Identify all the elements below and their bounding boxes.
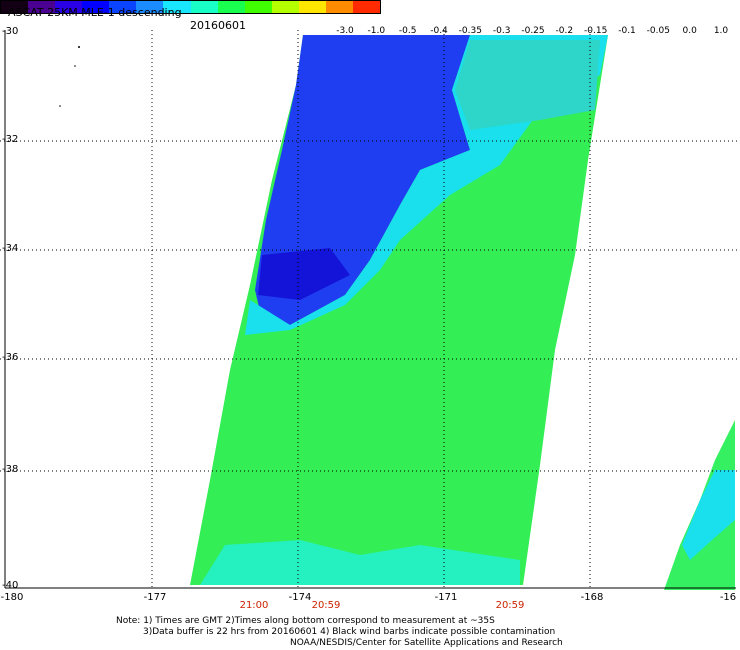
- lon-label: -171: [434, 592, 458, 603]
- colorbar-label: 0.0: [682, 26, 697, 36]
- colorbar-label: -0.2: [555, 26, 574, 36]
- colorbar-label: -0.05: [646, 26, 670, 36]
- colorbar-label: -1.0: [367, 26, 386, 36]
- note-line-1: Note: 1) Times are GMT 2)Times along bot…: [116, 616, 495, 626]
- colorbar-segment: [298, 1, 326, 13]
- swath-right-cyan: [682, 470, 735, 560]
- colorbar-segment: [1, 1, 29, 13]
- colorbar-segment: [353, 1, 381, 13]
- colorbar-label: 1.0: [713, 26, 729, 36]
- note-line-3: NOAA/NESDIS/Center for Satellite Applica…: [290, 638, 563, 648]
- colorbar-label: -0.35: [458, 26, 482, 36]
- lat-label: -32: [2, 134, 19, 145]
- lon-grid: [151, 30, 591, 588]
- colorbar-label: -3.0: [336, 26, 354, 36]
- colorbar-label: -0.4: [430, 26, 448, 36]
- swath-cyan-north: [455, 40, 600, 130]
- colorbar-label: -0.15: [584, 26, 608, 36]
- colorbar-label: -0.1: [618, 26, 636, 36]
- lat-grid: [0, 140, 740, 472]
- lon-label: -168: [580, 592, 604, 603]
- island-dot: [78, 46, 80, 48]
- colorbar-segment: [190, 1, 218, 13]
- colorbar-segment: [109, 1, 137, 13]
- colorbar-segment: [28, 1, 56, 13]
- colorbar-segment: [217, 1, 245, 13]
- date-label: 20160601: [190, 19, 246, 32]
- colorbar-segment: [82, 1, 110, 13]
- title: ASCAT 25KM MLE-1 descending: [8, 6, 182, 19]
- island-dot: [74, 65, 76, 67]
- colorbar-segment: [163, 1, 191, 13]
- lat-label: -40: [2, 580, 19, 591]
- colorbar-segment: [55, 1, 83, 13]
- time-label: 20:59: [311, 600, 341, 611]
- lat-label: -38: [2, 464, 19, 475]
- note-line-2: 3)Data buffer is 22 hrs from 20160601 4)…: [143, 627, 556, 637]
- colorbar-segment: [244, 1, 272, 13]
- lat-label: -36: [2, 352, 19, 363]
- colorbar-label: -0.5: [398, 26, 417, 36]
- colorbar: [0, 0, 381, 14]
- lon-label: -174: [288, 592, 312, 603]
- colorbar-label: -0.3: [492, 26, 511, 36]
- time-label: 21:00: [239, 600, 269, 611]
- lon-label: -180: [0, 592, 24, 603]
- colorbar-segment: [325, 1, 354, 13]
- colorbar-segment: [136, 1, 164, 13]
- island-dot: [59, 105, 61, 107]
- colorbar-label: -0.25: [521, 26, 545, 36]
- lat-label: -30: [2, 26, 19, 37]
- colorbar-segment: [271, 1, 299, 13]
- swath-dark-patch: [258, 248, 350, 300]
- lat-label: -34: [2, 243, 19, 254]
- lon-label: -16: [719, 592, 737, 603]
- swath-cyan-south: [200, 540, 520, 585]
- time-label: 20:59: [495, 600, 525, 611]
- lon-label: -177: [143, 592, 167, 603]
